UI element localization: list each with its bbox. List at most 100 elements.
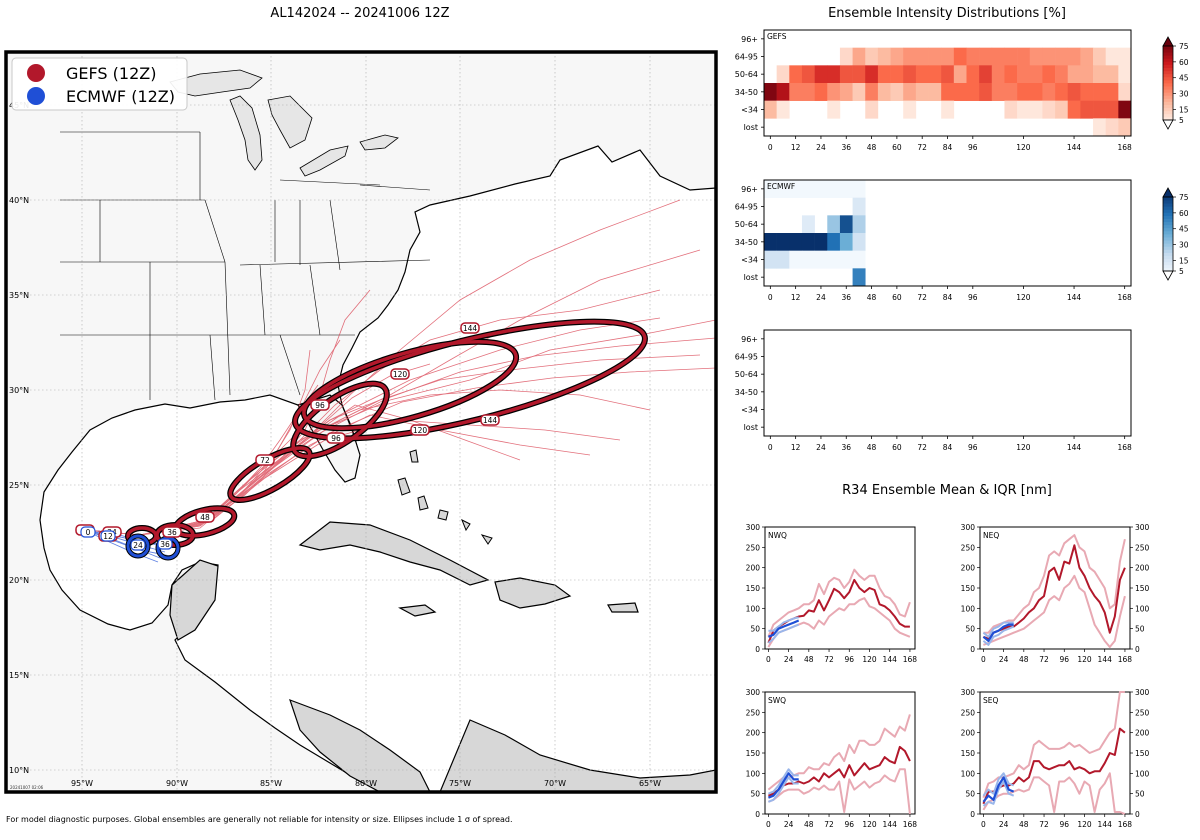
x-tick-label: 24 bbox=[784, 655, 794, 664]
gefs-hour-label-box bbox=[162, 526, 182, 538]
colorbar-segment bbox=[1163, 101, 1173, 105]
gefs-hour-label: 96 bbox=[315, 401, 325, 410]
land-jamaica bbox=[398, 604, 437, 617]
colorbar-tick-label: 5 bbox=[1179, 267, 1184, 276]
y-tick-label: 150 bbox=[961, 749, 976, 758]
map-hour-labels: 0122436487296961201201441440122436 bbox=[75, 322, 500, 551]
x-tick-label: 120 bbox=[1077, 820, 1092, 829]
heatmap-cell bbox=[764, 233, 777, 251]
y-tick-label: 100 bbox=[746, 604, 761, 613]
gefs-hour-label-box bbox=[310, 399, 330, 411]
heatmap-cell bbox=[827, 180, 841, 198]
heatmap-cell bbox=[814, 233, 828, 251]
heatmap-cell bbox=[1118, 65, 1132, 84]
ecmwf-q3-line bbox=[982, 621, 1014, 638]
x-tick-label: 24 bbox=[999, 655, 1009, 664]
x-tick-label: 168 bbox=[1118, 655, 1133, 664]
lake-ontario bbox=[359, 134, 399, 151]
y-tick-label-right: 150 bbox=[1135, 584, 1150, 593]
y-tick-label: 250 bbox=[746, 708, 761, 717]
legend: GEFS (12Z) ECMWF (12Z) bbox=[11, 57, 188, 111]
heatmap-cell bbox=[865, 65, 879, 84]
colorbar-tick-label: 5 bbox=[1179, 116, 1184, 125]
heatmap-cell bbox=[852, 197, 866, 216]
heatmap-cell bbox=[941, 47, 955, 66]
x-tick-label: 48 bbox=[1019, 820, 1029, 829]
x-tick-label: 144 bbox=[1098, 655, 1113, 664]
gefs-mean-line bbox=[983, 544, 1126, 640]
heatmap-cell bbox=[1080, 47, 1094, 66]
y-tick-label-right: 200 bbox=[1135, 729, 1150, 738]
heatmap-cell bbox=[1080, 83, 1094, 101]
x-tick-label: 120 bbox=[1077, 655, 1092, 664]
x-tick-label: 144 bbox=[883, 655, 898, 664]
y-tick-label: 200 bbox=[746, 729, 761, 738]
gefs-hour-label: 120 bbox=[393, 370, 408, 379]
y-tick-label: <34 bbox=[741, 406, 758, 415]
x-tick-label: 84 bbox=[943, 293, 953, 302]
y-tick-label-right: 300 bbox=[1135, 688, 1150, 697]
ecmwf-hour-label: 24 bbox=[133, 541, 143, 550]
colorbar-extend-top bbox=[1162, 187, 1174, 198]
intensity-title: Ensemble Intensity Distributions [%] bbox=[828, 6, 1066, 21]
x-tick-label: 96 bbox=[968, 443, 978, 452]
heatmap-cell bbox=[928, 65, 942, 84]
colorbar-segment bbox=[1163, 64, 1173, 68]
gefs-q1-line bbox=[768, 768, 911, 815]
heatmap-cell bbox=[801, 83, 815, 101]
legend-gefs-marker bbox=[27, 64, 45, 82]
y-tick-label: 64-95 bbox=[735, 353, 758, 362]
heatmap-cell bbox=[1105, 65, 1119, 84]
colorbar-segment bbox=[1163, 113, 1173, 118]
colorbar-tick-label: 60 bbox=[1179, 58, 1189, 67]
y-tick-label: 200 bbox=[746, 564, 761, 573]
lake-huron bbox=[267, 95, 313, 149]
colorbar-segment bbox=[1163, 249, 1173, 253]
gefs-hour-label: 96 bbox=[331, 434, 341, 443]
colorbar-segment bbox=[1163, 73, 1173, 78]
lat-label: 30°N bbox=[9, 386, 29, 395]
x-tick-label: 48 bbox=[867, 143, 877, 152]
heatmap-cell bbox=[1004, 65, 1018, 84]
colorbar-segment bbox=[1163, 197, 1173, 201]
heatmap-cell bbox=[789, 233, 803, 251]
x-tick-label: 168 bbox=[1118, 143, 1133, 152]
x-tick-label: 0 bbox=[768, 293, 773, 302]
heatmap-cell bbox=[776, 250, 790, 269]
heatmap-cell bbox=[764, 100, 777, 119]
heatmap-cell bbox=[1093, 100, 1106, 119]
r34-panel-nwq: NWQ 0 24 48 72 96 120 144 168 0 50 100 150 200 250 300 bbox=[746, 523, 918, 664]
x-tick-label: 144 bbox=[1067, 443, 1082, 452]
heatmap-cell bbox=[1093, 65, 1106, 84]
ecmwf-hour-label: 12 bbox=[103, 532, 113, 541]
heatmap-cell bbox=[827, 233, 841, 251]
colorbar-segment bbox=[1163, 252, 1173, 256]
x-tick-label: 84 bbox=[943, 443, 953, 452]
x-tick-label: 96 bbox=[968, 293, 978, 302]
heatmap-cell bbox=[827, 100, 841, 119]
heatmap-cell bbox=[776, 100, 790, 119]
heatmap-cell bbox=[839, 65, 853, 84]
y-tick-label: 96+ bbox=[741, 35, 758, 44]
gefs-hour-label: 120 bbox=[413, 426, 428, 435]
gefs-hour-label-box bbox=[460, 322, 480, 334]
heatmap-cell bbox=[1067, 65, 1081, 84]
y-tick-label: 250 bbox=[746, 543, 761, 552]
ecmwf-mean-line bbox=[982, 776, 1015, 803]
legend-gefs-label: GEFS (12Z) bbox=[66, 64, 156, 83]
heatmap-cell bbox=[1017, 100, 1031, 119]
colorbar-segment bbox=[1163, 224, 1173, 229]
heatmap-cell bbox=[928, 83, 942, 101]
x-tick-label: 48 bbox=[804, 820, 814, 829]
heatmap-cell bbox=[1042, 100, 1056, 119]
state-borders bbox=[60, 131, 431, 401]
heatmap-cell bbox=[814, 65, 828, 84]
y-tick-label: lost bbox=[744, 123, 758, 132]
heatmap-cell bbox=[1029, 65, 1043, 84]
heatmap-cell bbox=[991, 83, 1005, 101]
x-tick-label: 0 bbox=[768, 143, 773, 152]
gefs-hour-label: 72 bbox=[260, 456, 270, 465]
heatmap-cell bbox=[776, 83, 790, 101]
gefs-q1-line bbox=[983, 574, 1126, 648]
colorbar-segment bbox=[1163, 258, 1173, 263]
